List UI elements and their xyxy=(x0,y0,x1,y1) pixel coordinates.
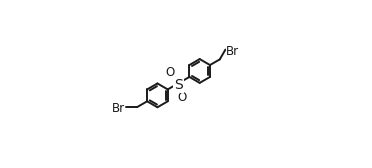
Text: Br: Br xyxy=(112,102,125,115)
Text: S: S xyxy=(174,78,183,92)
Text: O: O xyxy=(165,66,174,79)
Text: O: O xyxy=(177,91,186,103)
Text: Br: Br xyxy=(226,45,239,58)
